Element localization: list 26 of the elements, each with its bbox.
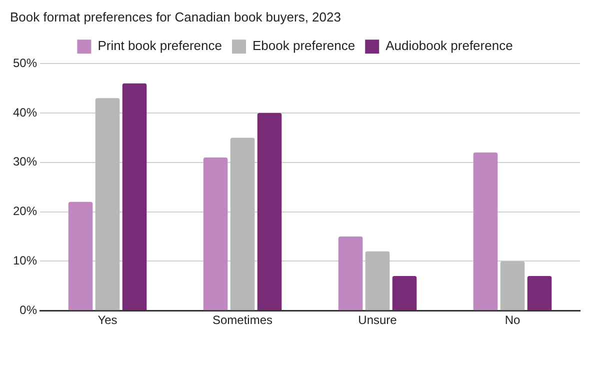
y-tick-label: 10% xyxy=(12,254,38,268)
chart-title: Book format preferences for Canadian book buyers, 2023 xyxy=(10,9,341,24)
bar xyxy=(473,152,498,310)
bar xyxy=(392,276,417,310)
bar xyxy=(203,157,228,310)
bar xyxy=(68,202,93,310)
bar xyxy=(500,261,525,310)
y-tick-label: 40% xyxy=(12,105,38,120)
y-tick-label: 0% xyxy=(20,302,38,317)
y-tick-label: 50% xyxy=(12,56,38,70)
y-tick-label: 30% xyxy=(12,154,38,169)
legend-label: Print book preference xyxy=(98,38,222,54)
bar xyxy=(257,113,282,310)
x-tick-label: Sometimes xyxy=(212,313,273,328)
bar xyxy=(527,276,552,310)
x-tick-label: Unsure xyxy=(358,313,398,328)
bar xyxy=(230,138,255,310)
legend-label: Ebook preference xyxy=(252,38,356,54)
bar xyxy=(95,98,120,310)
bar xyxy=(365,251,390,310)
legend-label: Audiobook preference xyxy=(386,38,513,54)
y-tick-label: 20% xyxy=(12,204,38,218)
bar xyxy=(122,83,147,310)
x-tick-label: Yes xyxy=(98,313,118,328)
bar xyxy=(338,236,363,310)
x-tick-label: No xyxy=(504,313,520,328)
